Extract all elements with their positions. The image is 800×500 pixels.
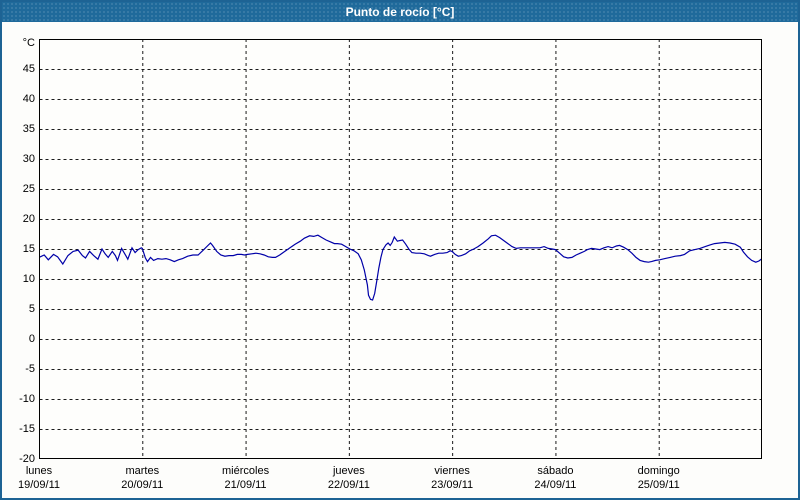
y-axis-unit-label: °C xyxy=(22,37,35,49)
x-tick-label-domingo: domingo 25/09/11 xyxy=(604,464,714,492)
y-tick-label: 15 xyxy=(22,243,35,255)
dew-point-line xyxy=(39,234,762,301)
y-tick-label: 20 xyxy=(22,213,35,225)
plot-canvas xyxy=(39,39,762,459)
y-tick-label: -15 xyxy=(19,423,35,435)
weekday-label: sábado xyxy=(537,465,574,477)
y-tick-label: 40 xyxy=(22,93,35,105)
x-tick-label-martes: martes 20/09/11 xyxy=(87,464,197,492)
x-tick-label-jueves: jueves 22/09/11 xyxy=(294,464,404,492)
y-tick-label: 35 xyxy=(22,123,35,135)
x-tick-label-sábado: sábado 24/09/11 xyxy=(500,464,610,492)
date-label: 25/09/11 xyxy=(637,479,680,491)
x-tick-label-miércoles: miércoles 21/09/11 xyxy=(191,464,301,492)
y-tick-label: 45 xyxy=(22,63,35,75)
weekday-label: miércoles xyxy=(222,465,270,477)
weekday-label: lunes xyxy=(25,465,53,477)
weekday-label: jueves xyxy=(332,465,365,477)
y-tick-label: -20 xyxy=(19,453,35,465)
date-label: 23/09/11 xyxy=(431,479,474,491)
date-label: 22/09/11 xyxy=(327,479,370,491)
weekday-label: martes xyxy=(125,465,160,477)
date-label: 24/09/11 xyxy=(534,479,577,491)
y-tick-label: 25 xyxy=(22,183,35,195)
y-tick-label: -5 xyxy=(25,363,35,375)
title-bar: Punto de rocío [°C] xyxy=(2,2,798,22)
date-label: 19/09/11 xyxy=(17,479,60,491)
date-label: 21/09/11 xyxy=(224,479,267,491)
chart-area: °C 45 40 35 30 25 20 15 10 5 0 -5 -10 -15 -20 lunes 19/… xyxy=(2,22,798,498)
weekday-label: viernes xyxy=(434,465,470,477)
y-tick-label: 0 xyxy=(28,333,35,345)
x-tick-label-viernes: viernes 23/09/11 xyxy=(397,464,507,492)
x-tick-label-lunes: lunes 19/09/11 xyxy=(0,464,94,492)
plot-border xyxy=(39,39,762,459)
chart-title: Punto de rocío [°C] xyxy=(345,5,455,19)
y-tick-label: -10 xyxy=(19,393,35,405)
date-label: 20/09/11 xyxy=(121,479,164,491)
weekday-label: domingo xyxy=(637,465,680,477)
y-tick-label: 5 xyxy=(28,303,35,315)
y-tick-label: 10 xyxy=(22,273,35,285)
y-tick-label: 30 xyxy=(22,153,35,165)
